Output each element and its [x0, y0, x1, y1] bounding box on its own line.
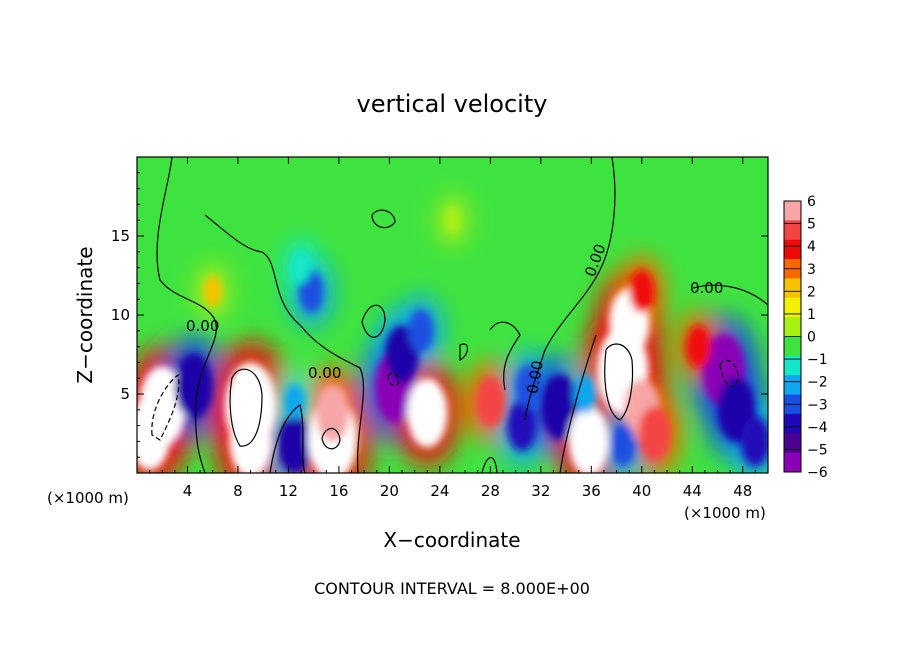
colorbar-label: 6: [807, 194, 816, 210]
x-tick-label: 16: [329, 482, 348, 500]
y-tick-label: 5: [120, 385, 130, 403]
colorbar-swatch: [784, 297, 801, 318]
field-core: [408, 309, 434, 353]
field-core: [507, 400, 537, 451]
colorbar-label: −2: [807, 375, 828, 391]
contour-zero-far-right: [692, 284, 768, 306]
colorbar-label: −4: [807, 420, 828, 436]
x-unit-right: (×1000 m): [684, 504, 766, 522]
x-unit-left: (×1000 m): [47, 489, 129, 507]
field-core: [315, 383, 350, 442]
contour-zero-left: [156, 157, 217, 473]
field-core: [685, 325, 712, 368]
y-axis: 5 10 15: [111, 172, 768, 458]
colorbar-swatch: [784, 317, 801, 337]
colorbar-label: 2: [807, 284, 816, 300]
contour-island-1: [371, 209, 396, 229]
x-tick-label: 40: [632, 482, 651, 500]
colorbar-label: 4: [807, 239, 816, 255]
contour-island-2: [361, 304, 386, 338]
field-core: [174, 353, 213, 419]
field-core: [515, 364, 541, 408]
contour-zero-mid2: [489, 321, 521, 391]
colorbar-label: 1: [807, 307, 816, 323]
field-core: [229, 404, 272, 473]
x-tick-label: 24: [430, 482, 449, 500]
contour-label: 0.00: [523, 359, 547, 395]
x-tick-label: 28: [481, 482, 500, 500]
field-core: [568, 406, 610, 473]
field-core: [203, 275, 223, 307]
x-tick-label: 8: [233, 482, 243, 500]
chart-title: vertical velocity: [357, 90, 548, 118]
contour-label: 0.00: [308, 364, 341, 382]
contour-label: 0.00: [690, 279, 723, 297]
colorbar-swatch: [784, 413, 801, 434]
x-tick-label: 4: [183, 482, 193, 500]
field-core: [740, 416, 768, 467]
contour-zero-b: [459, 343, 469, 361]
colorbar: 6 5 4 3 2 1 0 −1 −2 −3 −4 −5 −6: [783, 194, 828, 481]
contour-zero-d: [559, 334, 597, 473]
x-axis: 4 8 12 16 20 24 28 32 36 40 44 48: [149, 157, 756, 500]
colorbar-swatch: [784, 452, 801, 473]
x-tick-label: 48: [733, 482, 752, 500]
field-core: [638, 406, 671, 461]
colorbar-swatch: [784, 239, 801, 260]
colorbar-swatch: [784, 278, 801, 299]
y-tick-label: 10: [111, 306, 130, 324]
x-tick-label: 36: [582, 482, 601, 500]
field-core: [137, 396, 172, 471]
colorbar-swatch: [784, 375, 801, 395]
field-core: [284, 384, 306, 420]
field-core: [573, 374, 597, 414]
contour-label: 0.00: [186, 317, 219, 335]
colorbar-swatch: [784, 355, 801, 376]
contour-zero-a: [269, 404, 306, 473]
plot-area: [137, 157, 768, 473]
field-core: [277, 415, 312, 473]
contour-interval-note: CONTOUR INTERVAL = 8.000E+00: [314, 579, 590, 598]
contour-plus-left-core: [229, 368, 263, 447]
core-layer: [137, 207, 768, 473]
x-axis-label: X−coordinate: [383, 528, 520, 552]
contour-lines: [151, 157, 768, 473]
contour-zero-c: [481, 457, 498, 473]
contour-zero-right: [524, 157, 616, 421]
contour-minus-right: [719, 359, 739, 388]
x-tick-label: 20: [380, 482, 399, 500]
colorbar-label: 0: [807, 330, 816, 346]
field-core: [540, 373, 579, 440]
contour-plus-mid-core: [321, 427, 341, 450]
contour-minus-mid: [387, 372, 399, 386]
colorbar-label: −5: [807, 442, 828, 458]
field-core: [629, 269, 655, 313]
field-core: [610, 423, 636, 466]
colorbar-swatch: [784, 336, 801, 357]
x-tick-label: 32: [531, 482, 550, 500]
colorbar-label: −6: [807, 465, 828, 481]
y-axis-label: Z−coordinate: [73, 246, 97, 383]
contour-label-group: 0.00 0.00 0.00 0.00 0.00: [186, 242, 723, 396]
y-tick-label: 15: [111, 227, 130, 245]
x-tick-label: 44: [683, 482, 702, 500]
contour-zero-mid: [204, 214, 365, 473]
contour-minus-left: [151, 373, 180, 441]
colorbar-swatch: [784, 220, 801, 241]
colorbar-label: 3: [807, 262, 816, 278]
colorbar-swatch: [784, 433, 801, 454]
colorbar-swatch: [784, 201, 801, 221]
colorbar-label: −3: [807, 397, 828, 413]
field-core: [475, 376, 506, 428]
field-core: [291, 251, 311, 284]
field-core: [444, 207, 461, 234]
field-core: [406, 378, 448, 448]
contour-plus-right-core: [604, 343, 634, 421]
x-tick-label: 12: [279, 482, 298, 500]
colorbar-label: −1: [807, 352, 828, 368]
colorbar-label: 5: [807, 217, 816, 233]
